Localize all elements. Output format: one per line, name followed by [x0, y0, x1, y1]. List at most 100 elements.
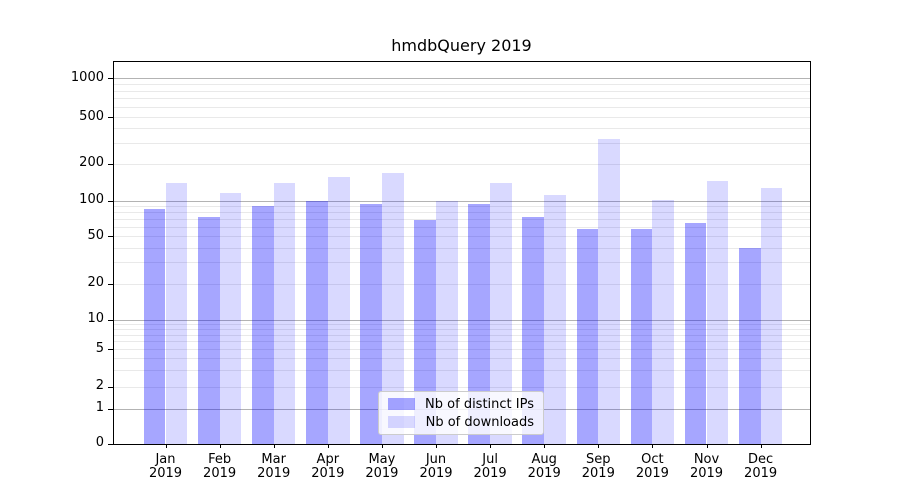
- legend-swatch-distinct-ips: [388, 398, 415, 410]
- legend-item-distinct-ips: Nb of distinct IPs: [388, 397, 534, 412]
- x-tick-label: Nov 2019: [689, 452, 724, 481]
- gridline-minor: [114, 106, 810, 108]
- x-tick-label: Dec 2019: [744, 452, 778, 481]
- x-tick-mark: [381, 444, 383, 448]
- y-tick-mark: [108, 349, 113, 350]
- gridline-minor: [114, 247, 810, 249]
- bar-downloads: [327, 176, 350, 444]
- y-tick-label: 10: [87, 311, 104, 326]
- x-tick-mark: [219, 444, 221, 448]
- legend-label-distinct-ips: Nb of distinct IPs: [425, 396, 534, 412]
- bar-downloads: [652, 199, 675, 444]
- gridline-minor: [114, 84, 810, 86]
- x-tick-mark: [760, 444, 762, 448]
- y-tick-label: 1000: [70, 69, 104, 85]
- plot-area: Nb of distinct IPs Nb of downloads: [113, 61, 811, 445]
- y-tick-label: 1: [95, 400, 104, 415]
- y-tick-label: 500: [79, 108, 104, 124]
- x-tick-label: Oct 2019: [635, 452, 669, 481]
- y-tick-label: 100: [79, 192, 104, 207]
- bar-distinct-ips: [738, 247, 761, 444]
- x-tick-label: Aug 2019: [527, 452, 561, 481]
- gridline-minor: [114, 369, 810, 371]
- bar-distinct-ips: [251, 205, 274, 444]
- x-tick-label: Sep 2019: [581, 452, 615, 481]
- gridline-major: [114, 319, 810, 321]
- x-tick-label: Feb 2019: [203, 452, 237, 481]
- bar-downloads: [165, 182, 188, 444]
- bar-distinct-ips: [197, 217, 220, 444]
- gridline-minor: [114, 349, 810, 350]
- y-tick-mark: [108, 443, 113, 445]
- gridline-minor: [114, 334, 810, 336]
- bar-downloads: [490, 182, 512, 444]
- gridline-minor: [114, 205, 810, 207]
- bar-distinct-ips: [630, 229, 653, 444]
- y-tick-mark: [108, 236, 113, 237]
- bar-distinct-ips: [576, 229, 599, 444]
- bar-downloads: [219, 192, 242, 444]
- x-tick-label: Apr 2019: [311, 452, 345, 481]
- gridline-minor: [114, 142, 810, 144]
- y-tick-mark: [108, 163, 113, 165]
- y-tick-mark: [108, 319, 113, 321]
- bar-distinct-ips: [360, 204, 382, 444]
- y-tick-label: 0: [95, 435, 104, 450]
- x-tick-mark: [165, 444, 167, 448]
- y-tick-label: 5: [95, 340, 104, 356]
- gridline-minor: [114, 323, 810, 325]
- y-tick-mark: [108, 78, 113, 80]
- x-tick-mark: [598, 444, 600, 448]
- gridline-minor: [114, 218, 810, 220]
- bar-distinct-ips: [468, 204, 491, 444]
- bar-distinct-ips: [684, 222, 707, 444]
- gridline-minor: [114, 283, 810, 285]
- gridline-minor: [114, 358, 810, 360]
- bar-downloads: [544, 195, 566, 444]
- bar-distinct-ips: [522, 217, 545, 444]
- y-tick-label: 2: [95, 378, 104, 393]
- x-tick-label: Jan 2019: [148, 452, 183, 481]
- chart-title: hmdbQuery 2019: [391, 36, 532, 55]
- x-tick-mark: [706, 444, 708, 448]
- y-tick-mark: [108, 386, 113, 388]
- y-tick-label: 20: [87, 275, 104, 290]
- gridline-minor: [114, 341, 810, 343]
- gridline-minor: [114, 163, 810, 165]
- legend-label-downloads: Nb of downloads: [425, 414, 534, 430]
- gridline-minor: [114, 211, 810, 213]
- gridline-minor: [114, 236, 810, 237]
- y-tick-mark: [108, 117, 113, 118]
- x-tick-mark: [544, 444, 546, 448]
- gridline-minor: [114, 90, 810, 92]
- bar-downloads: [436, 200, 458, 444]
- bar-downloads: [273, 182, 296, 444]
- y-tick-label: 50: [87, 227, 104, 243]
- gridline-minor: [114, 117, 810, 118]
- x-tick-mark: [652, 444, 654, 448]
- gridline-minor: [114, 128, 810, 130]
- x-tick-label: Jul 2019: [473, 452, 507, 481]
- x-tick-mark: [327, 444, 329, 448]
- gridline-minor: [114, 98, 810, 100]
- x-tick-label: May 2019: [365, 452, 399, 481]
- x-tick-label: Mar 2019: [257, 452, 291, 481]
- gridline-major: [114, 200, 810, 202]
- gridline-major: [114, 78, 810, 80]
- legend-item-downloads: Nb of downloads: [388, 415, 534, 430]
- x-tick-label: Jun 2019: [419, 452, 453, 481]
- x-tick-mark: [436, 444, 437, 448]
- x-tick-mark: [273, 444, 275, 448]
- x-tick-mark: [490, 444, 492, 448]
- y-tick-mark: [108, 283, 113, 285]
- gridline-minor: [114, 328, 810, 330]
- gridline-minor: [114, 226, 810, 228]
- bar-downloads: [381, 173, 404, 444]
- bar-distinct-ips: [306, 200, 328, 444]
- bar-downloads: [598, 139, 621, 444]
- bar-downloads: [706, 181, 729, 444]
- bar-distinct-ips: [414, 219, 436, 444]
- legend: Nb of distinct IPs Nb of downloads: [378, 391, 544, 435]
- y-tick-mark: [108, 408, 113, 410]
